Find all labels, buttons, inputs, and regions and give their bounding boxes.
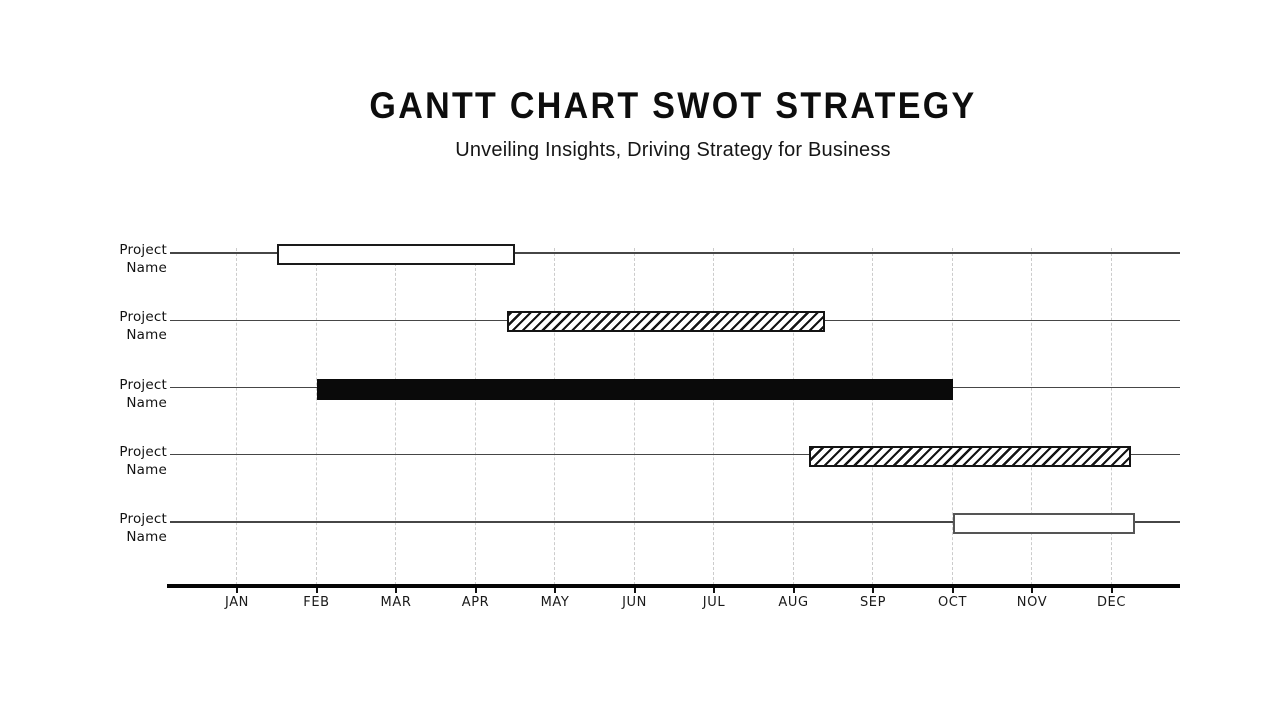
month-gridline bbox=[872, 248, 874, 585]
axis-tick bbox=[1110, 587, 1113, 593]
axis-tick bbox=[395, 587, 397, 593]
axis-tick bbox=[713, 587, 715, 593]
row-label-line: Name bbox=[126, 260, 167, 276]
row-line bbox=[170, 454, 1180, 456]
month-gridline bbox=[315, 248, 317, 585]
month-label: AUG bbox=[778, 595, 809, 610]
row-label: Project Name bbox=[47, 443, 167, 479]
row-line bbox=[170, 252, 1180, 254]
row-label-line: Name bbox=[126, 461, 167, 478]
month-gridline bbox=[792, 248, 794, 585]
row-label-line: Project bbox=[119, 511, 167, 527]
row-label-line: Name bbox=[126, 394, 167, 411]
row-label-line: Project bbox=[119, 242, 167, 258]
gantt-bar[interactable] bbox=[276, 244, 516, 265]
gantt-bar[interactable] bbox=[952, 513, 1136, 534]
month-label: OCT bbox=[937, 595, 968, 610]
month-label: SEP bbox=[859, 595, 887, 610]
month-label: NOV bbox=[1016, 595, 1048, 610]
row-label: Project Name bbox=[47, 376, 167, 412]
month-gridline bbox=[554, 248, 556, 585]
row-line bbox=[170, 521, 1180, 523]
page-title: GANTT CHART SWOT STRATEGY bbox=[369, 85, 977, 126]
axis-tick bbox=[554, 587, 556, 593]
month-label: JUN bbox=[622, 595, 647, 610]
row-label-line: Project bbox=[119, 376, 167, 393]
month-label: JUL bbox=[702, 595, 726, 610]
axis-tick bbox=[633, 587, 636, 593]
x-axis-line bbox=[167, 584, 1180, 588]
row-label-line: Name bbox=[126, 529, 167, 545]
month-label: MAR bbox=[380, 595, 412, 610]
month-label: JAN bbox=[224, 595, 250, 610]
month-gridline bbox=[395, 248, 397, 585]
month-gridline bbox=[1110, 248, 1112, 585]
row-label-line: Project bbox=[119, 309, 167, 326]
month-label: MAY bbox=[540, 595, 570, 610]
gantt-bar[interactable] bbox=[316, 378, 953, 400]
row-label-line: Project bbox=[119, 443, 167, 460]
month-gridline bbox=[713, 248, 715, 585]
month-gridline bbox=[474, 248, 476, 585]
gantt-bar[interactable] bbox=[809, 445, 1132, 467]
axis-tick bbox=[792, 587, 795, 593]
row-label-line: Name bbox=[126, 327, 167, 344]
month-label: DEC bbox=[1096, 595, 1127, 610]
month-gridline bbox=[633, 248, 635, 585]
axis-tick bbox=[1031, 587, 1033, 593]
slide-header: GANTT CHART SWOT STRATEGY Unveiling Insi… bbox=[66, 84, 1280, 161]
axis-tick bbox=[315, 587, 318, 593]
row-label: Project Name bbox=[47, 241, 167, 277]
axis-tick bbox=[872, 587, 874, 593]
gantt-bar[interactable] bbox=[507, 311, 826, 333]
month-label: APR bbox=[461, 595, 490, 610]
row-label: Project Name bbox=[47, 308, 167, 344]
month-label: FEB bbox=[303, 595, 330, 610]
month-gridline bbox=[951, 248, 953, 585]
row-label: Project Name bbox=[47, 510, 167, 546]
page-subtitle: Unveiling Insights, Driving Strategy for… bbox=[455, 139, 891, 161]
axis-tick bbox=[236, 587, 238, 593]
axis-tick bbox=[951, 587, 954, 593]
axis-tick bbox=[474, 587, 477, 593]
month-gridline bbox=[236, 248, 238, 585]
month-gridline bbox=[1031, 248, 1033, 585]
